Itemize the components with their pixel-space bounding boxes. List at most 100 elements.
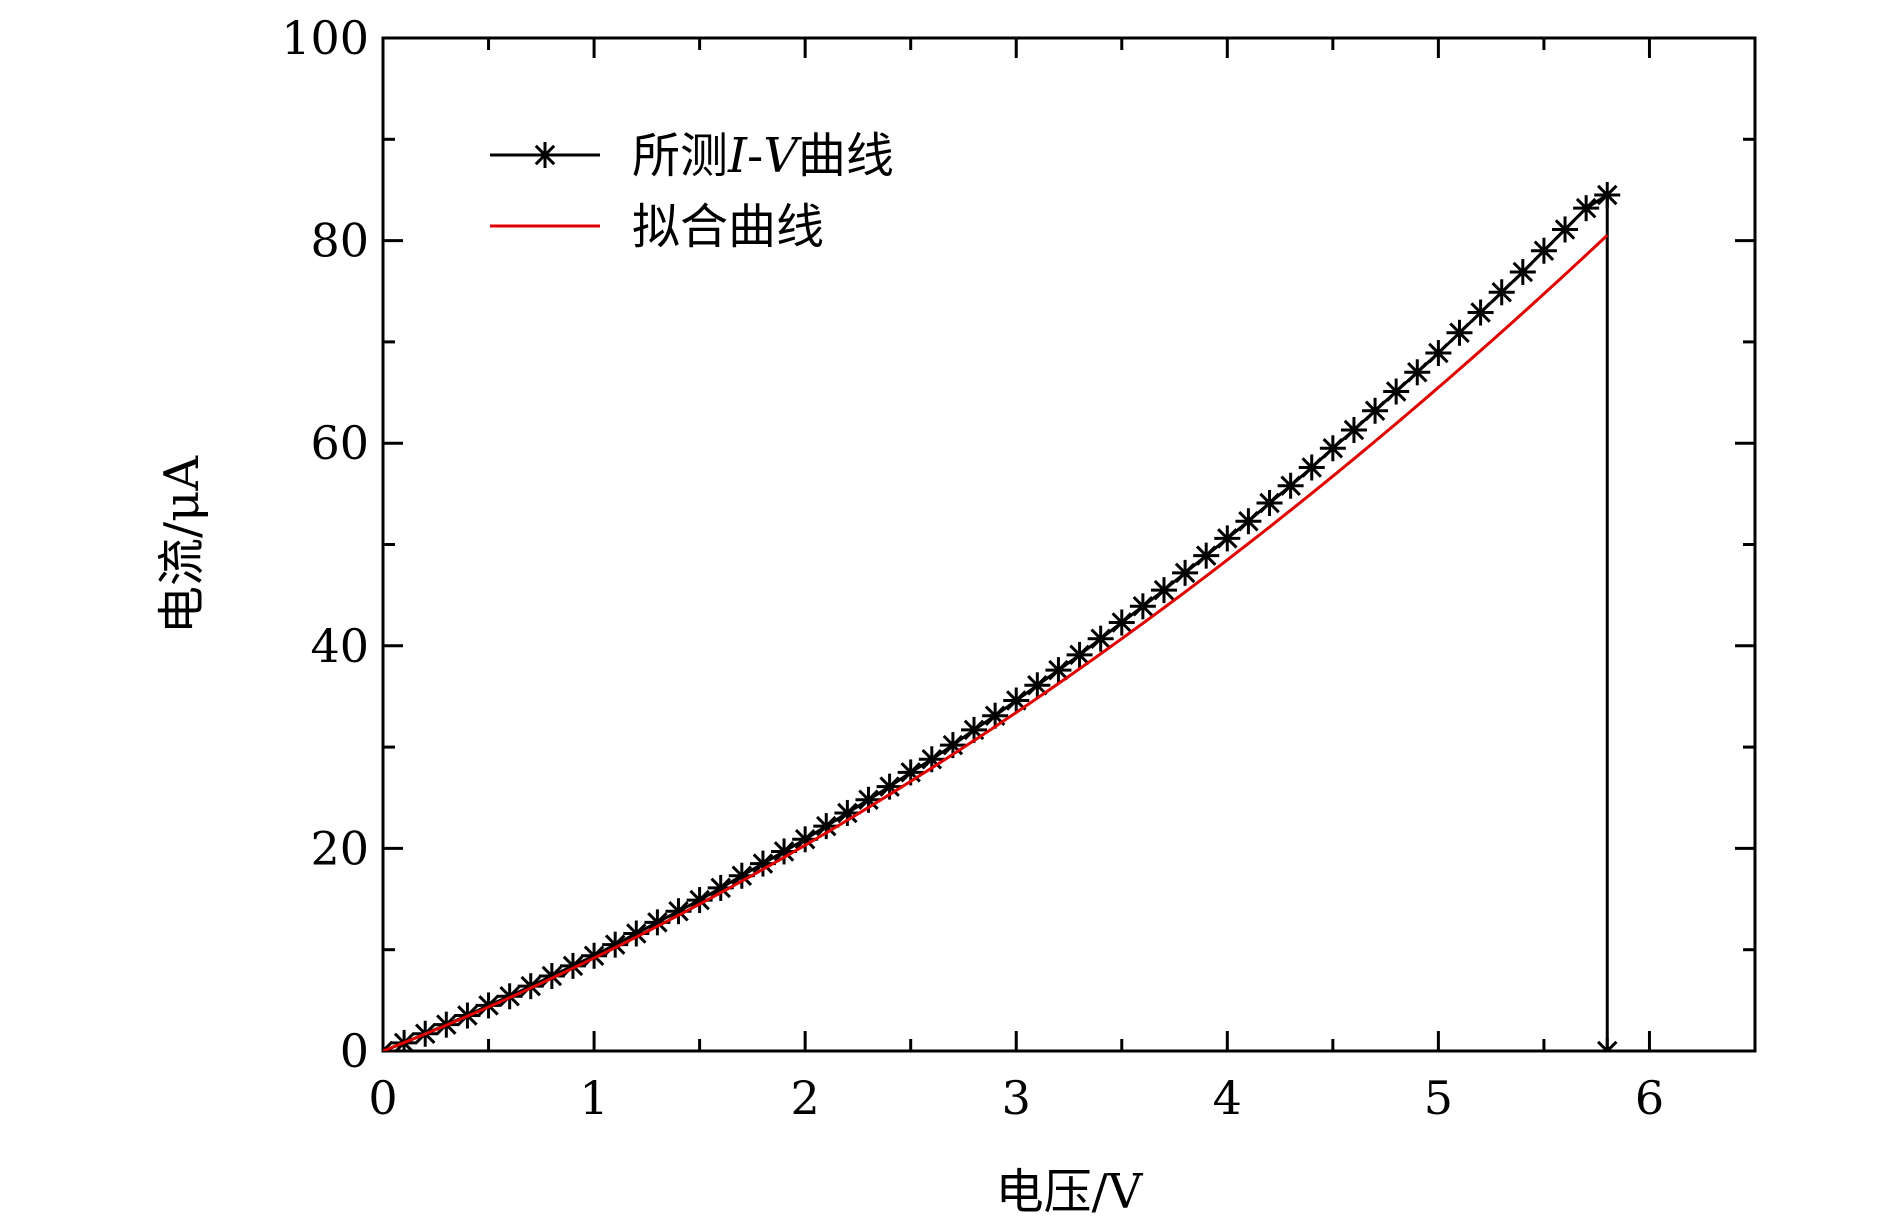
measured-point-stroke [773,841,795,862]
y-tick-label: 40 [310,619,369,673]
measured-point-stroke [1301,457,1322,478]
measured-point [1193,542,1220,569]
measured-point [771,838,798,865]
measured-point-stroke [1605,1040,1618,1051]
measured-point-stroke [1512,261,1534,283]
measured-point [1594,1038,1621,1051]
measured-point-stroke [1111,612,1133,633]
legend: 所测I-V曲线 拟合曲线 [490,128,894,255]
measured-point-stroke [942,734,964,756]
x-tick-label: 1 [579,1071,608,1125]
measured-point [1129,593,1156,620]
measured-point-stroke [1153,579,1175,601]
y-tick-label: 20 [310,821,369,875]
measured-point-stroke [1069,644,1090,666]
measured-point [383,1038,396,1051]
measured-point-stroke [383,1040,394,1051]
measured-point-stroke [1195,545,1217,566]
measured-point [1087,625,1114,652]
legend-measured-marker [532,142,558,168]
legend-star-icon [532,142,558,168]
measured-point-stroke [1005,690,1027,711]
x-tick-label: 2 [791,1071,820,1125]
measured-point-stroke [1174,562,1196,584]
measured-point [1530,237,1557,264]
x-axis-title: 电压/V [996,1164,1144,1220]
fit-curve [383,234,1609,1051]
measured-point-stroke [1280,475,1301,496]
measured-point [1298,454,1325,481]
measured-point [1319,435,1346,462]
measured-point-stroke [1090,628,1111,649]
x-tick-label: 6 [1635,1071,1664,1125]
measured-point-stroke [984,705,1006,726]
measured-point-stroke [1322,438,1344,459]
measured-point [1573,195,1600,222]
measured-point-stroke [1385,381,1407,402]
x-tick-label: 3 [1002,1071,1031,1125]
measured-point [1594,182,1621,209]
measured-point [1362,397,1389,424]
measured-point [1404,359,1431,386]
measured-point-stroke [879,776,900,797]
measured-point [1150,577,1177,604]
measured-point [686,887,713,914]
measured-point-stroke [1238,510,1259,532]
plot-frame [381,36,1757,1053]
measured-point-stroke [1343,419,1365,441]
measured-point-stroke [1575,197,1597,219]
measured-point [1467,299,1494,326]
measured-point [1277,472,1304,499]
x-tick-label: 5 [1424,1071,1453,1125]
measured-point [1256,489,1283,516]
y-tick-label: 100 [281,11,369,65]
x-tick-label: 0 [368,1071,397,1125]
measured-point-stroke [1554,219,1576,240]
y-tick-label: 0 [340,1024,369,1078]
measured-point [1066,641,1093,668]
legend-star-icon-stroke [534,144,556,166]
measured-point-stroke [1027,675,1048,696]
measured-point [1235,508,1262,535]
measured-point [1340,417,1367,444]
measured-point [581,942,608,969]
measured-point-stroke [1491,282,1512,303]
measured-point-stroke [752,853,774,874]
measured-point [1172,559,1199,586]
measured-point [1425,340,1452,367]
measured-point-stroke [1596,1040,1610,1051]
measured-point [834,799,861,826]
measured-point [1024,672,1051,699]
measured-point [1214,525,1241,552]
measured-point-stroke [963,719,985,741]
measured-point [1446,319,1473,346]
series-layer [383,182,1621,1051]
measured-point-stroke [710,877,731,899]
measured-point [1045,657,1072,684]
measured-point-stroke [1428,342,1449,364]
measured-point-stroke [1217,528,1238,549]
measured-point-stroke [921,749,943,770]
measured-point-stroke [816,815,837,837]
y-axis-title: 电流/μA [154,455,210,634]
axis-ticks [381,36,1757,1053]
measured-point-stroke [1048,659,1069,681]
measured-point-stroke [858,789,879,811]
measured-point-stroke [1259,492,1280,514]
measured-point [1383,378,1410,405]
measured-point-stroke [1596,184,1618,206]
measured-point-stroke [837,802,858,824]
measured-line [383,192,1609,1051]
measured-point-stroke [1470,302,1491,323]
measured-point [1509,259,1536,286]
measured-point [982,702,1009,729]
measured-point-stroke [1407,362,1428,383]
measured-point-stroke [1132,596,1154,617]
measured-point [1108,609,1135,636]
measured-point-stroke [731,865,753,887]
legend-measured-label: 所测I-V曲线 [632,128,894,184]
measured-point-stroke [1364,400,1386,422]
y-tick-label: 80 [310,214,369,268]
